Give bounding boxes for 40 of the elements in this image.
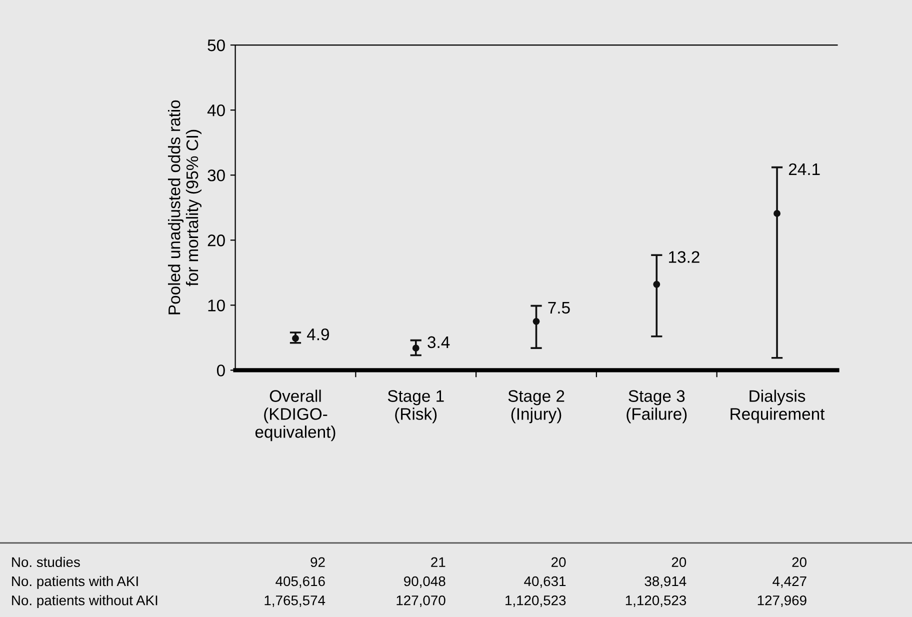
y-tick-label: 50 bbox=[208, 39, 225, 52]
point bbox=[412, 344, 420, 352]
data-label: 7.5 bbox=[548, 302, 570, 314]
text: 127,969 bbox=[758, 595, 806, 607]
point bbox=[532, 318, 540, 325]
x-tick-label: Overall (KDIGO- equivalent) bbox=[255, 390, 336, 442]
data-label: 4.9 bbox=[306, 328, 329, 340]
data-label: 3.4 bbox=[428, 336, 450, 348]
point bbox=[292, 334, 299, 342]
text: 21 bbox=[431, 557, 446, 567]
y-tick-label: 0 bbox=[216, 364, 225, 376]
x-tick-label: Stage 1 (Risk) bbox=[388, 390, 444, 424]
y-tick-label: 40 bbox=[207, 104, 225, 116]
data-label: 13.2 bbox=[669, 251, 700, 263]
text: 20 bbox=[552, 557, 566, 568]
text: 405,616 bbox=[276, 576, 325, 588]
y-tick-label: 30 bbox=[208, 170, 225, 182]
x-tick-label: Dialysis Requirement bbox=[730, 390, 825, 424]
y-tick-label: 10 bbox=[208, 300, 225, 312]
text: 1,765,574 bbox=[264, 595, 326, 607]
x-tick-label: Stage 2 (Injury) bbox=[508, 390, 564, 424]
text: 90,048 bbox=[404, 576, 446, 588]
text: 1,120,523 bbox=[626, 595, 686, 607]
y-tick-label: 20 bbox=[208, 234, 225, 246]
text: 20 bbox=[672, 557, 686, 568]
text: 1,120,523 bbox=[506, 595, 566, 607]
text: 38,914 bbox=[644, 576, 686, 588]
text: No. studies bbox=[12, 556, 80, 568]
point bbox=[774, 210, 780, 217]
point bbox=[653, 280, 660, 288]
text: No. patients without AKI bbox=[12, 595, 158, 608]
text: 127,070 bbox=[396, 595, 446, 607]
text: 92 bbox=[310, 557, 325, 568]
data-label: 24.1 bbox=[788, 163, 820, 175]
text: 20 bbox=[792, 557, 806, 568]
text: No. patients with AKI bbox=[12, 576, 138, 589]
text: 4,427 bbox=[772, 576, 806, 588]
text: 40,631 bbox=[524, 576, 566, 588]
x-tick-label: Stage 3 (Failure) bbox=[626, 390, 687, 424]
y-axis-title: Pooled unadjusted odds ratio for mortality (95% CI) bbox=[168, 100, 202, 314]
